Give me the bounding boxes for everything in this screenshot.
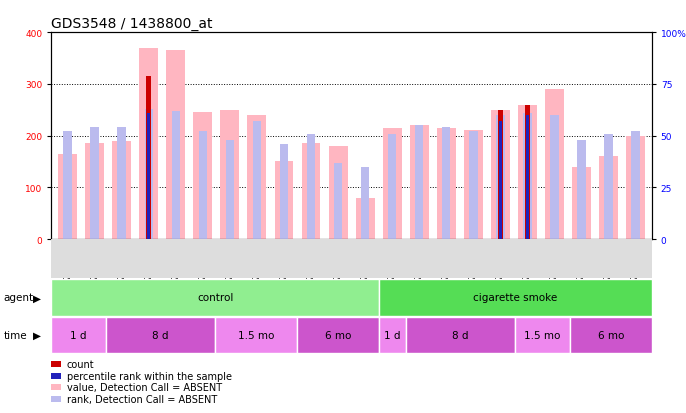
Text: agent: agent (3, 293, 34, 303)
Text: 6 mo: 6 mo (598, 330, 624, 340)
Bar (51, 317, 106, 353)
Text: GDS3548 / 1438800_at: GDS3548 / 1438800_at (51, 17, 213, 31)
Bar (106, 317, 215, 353)
Bar (388, 134, 397, 240)
Bar (525, 116, 529, 240)
Bar (280, 145, 288, 240)
Bar (545, 90, 564, 240)
Bar (631, 132, 640, 240)
Bar (274, 162, 294, 240)
Bar (199, 132, 207, 240)
Text: rank, Detection Call = ABSENT: rank, Detection Call = ABSENT (67, 394, 217, 404)
Bar (334, 163, 342, 240)
Bar (355, 198, 375, 240)
Text: time: time (3, 330, 27, 340)
Text: value, Detection Call = ABSENT: value, Detection Call = ABSENT (67, 382, 222, 392)
Bar (139, 48, 158, 240)
Bar (147, 114, 150, 240)
Bar (383, 128, 401, 240)
Text: 8 d: 8 d (453, 330, 469, 340)
Bar (91, 128, 99, 240)
Bar (379, 317, 406, 353)
Bar (379, 280, 652, 316)
Text: percentile rank within the sample: percentile rank within the sample (67, 371, 232, 381)
Bar (496, 116, 504, 240)
Bar (361, 167, 369, 240)
Text: count: count (67, 359, 94, 369)
Bar (490, 110, 510, 240)
Bar (406, 317, 515, 353)
Bar (437, 128, 456, 240)
Bar (499, 122, 502, 240)
Bar (410, 126, 429, 240)
Bar (604, 134, 613, 240)
Bar (515, 317, 570, 353)
Text: control: control (197, 293, 233, 303)
Bar (85, 144, 104, 240)
Bar (302, 144, 320, 240)
Bar (415, 126, 423, 240)
Bar (172, 112, 180, 240)
Bar (550, 116, 558, 240)
Bar (329, 147, 348, 240)
Bar (469, 132, 477, 240)
Text: 1 d: 1 d (384, 330, 401, 340)
Bar (464, 131, 483, 240)
Bar (51, 280, 379, 316)
Bar (146, 77, 152, 240)
Text: ▶: ▶ (33, 330, 41, 340)
Bar (297, 317, 379, 353)
Bar (63, 132, 72, 240)
Text: 1 d: 1 d (71, 330, 87, 340)
Text: 8 d: 8 d (152, 330, 169, 340)
Bar (577, 140, 586, 240)
Bar (113, 142, 131, 240)
Bar (117, 128, 126, 240)
Bar (497, 110, 503, 240)
Bar (252, 122, 261, 240)
Text: 6 mo: 6 mo (324, 330, 351, 340)
Bar (442, 128, 451, 240)
Bar (523, 114, 532, 240)
Bar (193, 113, 213, 240)
Text: ▶: ▶ (33, 293, 41, 303)
Text: 1.5 mo: 1.5 mo (238, 330, 274, 340)
Bar (145, 109, 153, 240)
Bar (572, 167, 591, 240)
Text: 1.5 mo: 1.5 mo (524, 330, 560, 340)
Bar (220, 110, 239, 240)
Bar (167, 51, 185, 240)
Bar (307, 134, 316, 240)
Bar (525, 105, 530, 240)
Bar (570, 317, 652, 353)
Bar (58, 154, 77, 240)
Bar (215, 317, 297, 353)
Bar (248, 116, 266, 240)
Bar (599, 157, 618, 240)
Bar (518, 105, 536, 240)
Bar (226, 140, 234, 240)
Text: cigarette smoke: cigarette smoke (473, 293, 558, 303)
Bar (626, 136, 645, 240)
